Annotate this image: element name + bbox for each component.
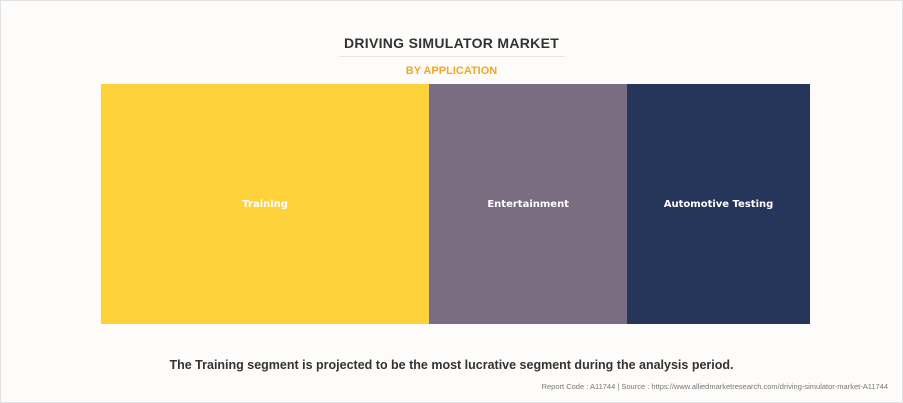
chart-title: DRIVING SIMULATOR MARKET (343, 35, 560, 51)
title-divider (339, 56, 565, 57)
treemap-cell-automotive-testing: Automotive Testing (627, 84, 810, 324)
treemap-cell-training: Training (101, 84, 430, 324)
treemap-cell-label: Training (242, 198, 288, 210)
source-footer: Report Code : A11744 | Source : https://… (541, 382, 888, 391)
chart-subtitle: BY APPLICATION (405, 65, 498, 77)
takeaway-text: The Training segment is projected to be … (169, 358, 734, 372)
treemap-cell-entertainment: Entertainment (429, 84, 628, 324)
treemap-cell-label: Entertainment (487, 198, 569, 210)
treemap-cell-label: Automotive Testing (663, 198, 774, 210)
treemap-plot: Training Entertainment Automotive Testing (101, 84, 810, 324)
